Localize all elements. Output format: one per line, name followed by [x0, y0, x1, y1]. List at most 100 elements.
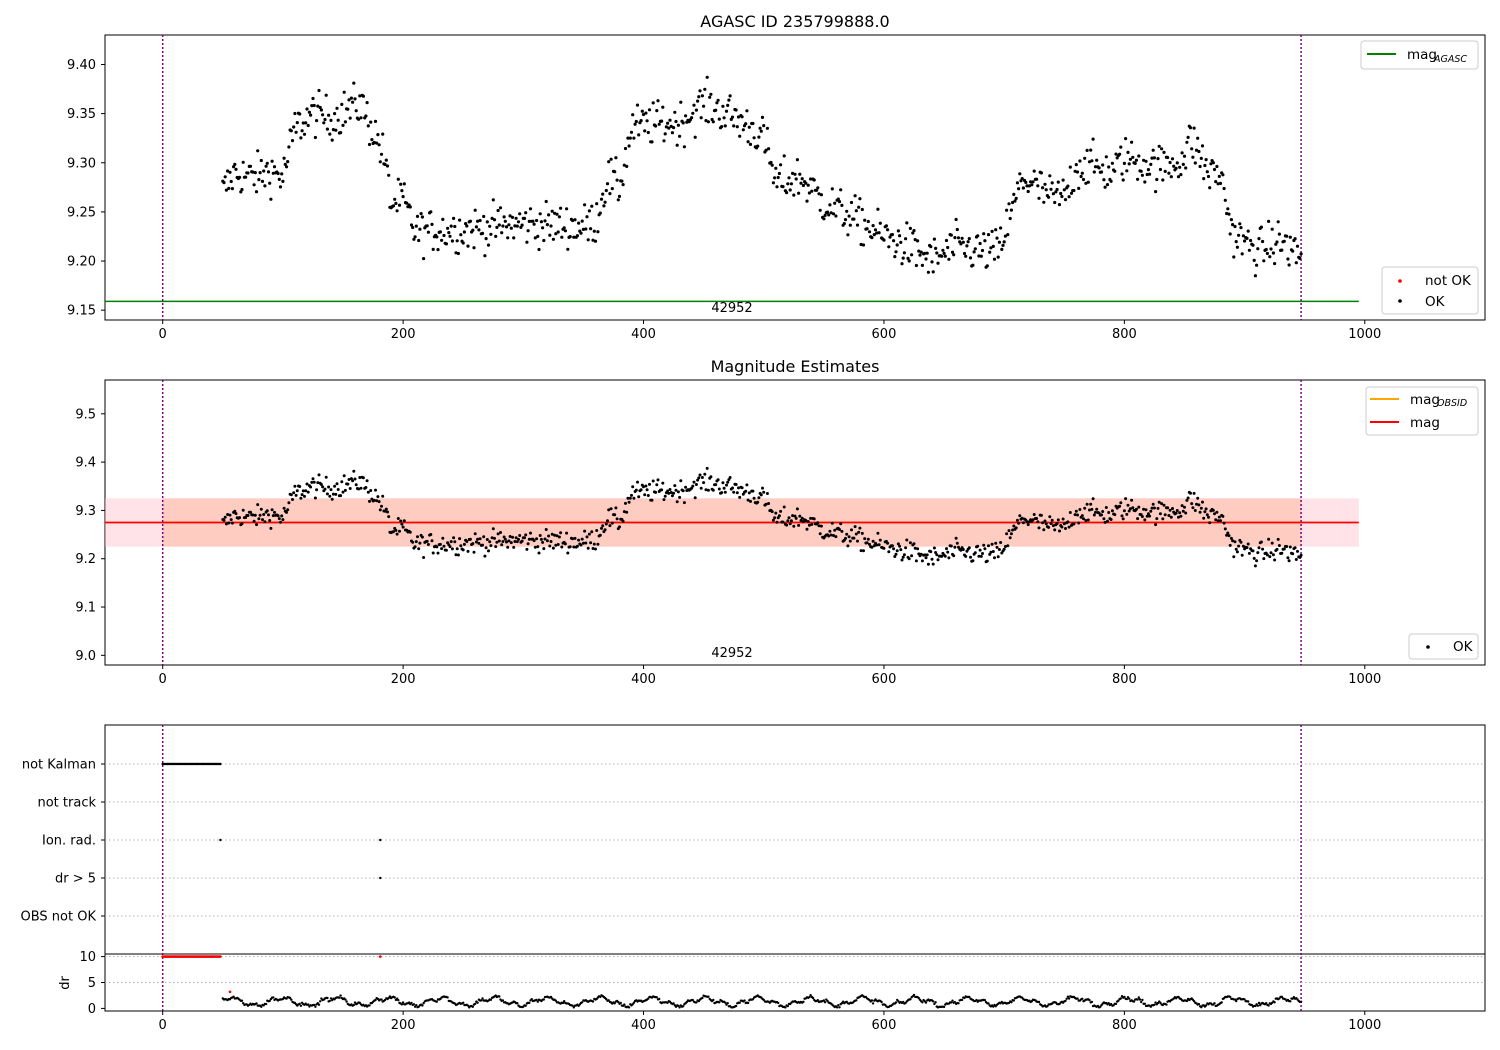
p2-ok-point [1197, 503, 1201, 507]
p1-ok-point [882, 238, 886, 242]
p2-ok-point [1080, 514, 1084, 518]
dr-point [1076, 997, 1079, 1000]
p2-ok-point [738, 495, 742, 499]
p2-ok-point [875, 543, 879, 547]
p2-ok-point [859, 549, 863, 553]
p2-ok-point [860, 531, 864, 535]
p1-ok-point [230, 187, 234, 191]
p1-ok-point [779, 163, 783, 167]
p1-ok-point [257, 178, 261, 182]
p1-ok-point [1162, 150, 1166, 154]
p2-ok-point [1009, 532, 1013, 536]
p2-ok-point [773, 516, 777, 520]
panel-magnitude-estimates: Magnitude Estimates 9.09.19.29.39.49.5 0… [75, 357, 1486, 687]
p2-ok-point [934, 551, 938, 554]
p2-ok-point [358, 476, 362, 479]
p2-ok-point [294, 493, 298, 497]
p2-ok-point [732, 490, 736, 494]
p2-ok-point [1294, 558, 1298, 561]
p1-ok-point [804, 181, 808, 185]
p1-ok-point [335, 106, 339, 110]
p1-ok-point [1158, 167, 1162, 172]
p1-ok-point [1047, 195, 1051, 199]
p1-ok-point [482, 214, 486, 219]
p2-ok-point [1058, 529, 1061, 533]
dr-point [401, 1001, 405, 1004]
p1-ok-point [563, 229, 568, 233]
dr-point [655, 996, 658, 999]
p2-ok-point [818, 532, 822, 536]
p1-ok-point [1241, 234, 1245, 238]
p1-ok-point [1017, 187, 1021, 191]
p2-ok-point [805, 527, 809, 531]
p2-ok-point [1020, 516, 1024, 520]
p1-ok-point [1176, 175, 1181, 179]
panel2-legend-bottom: OK [1408, 633, 1479, 660]
p2-xtick-label-800: 800 [1112, 672, 1137, 687]
dr-point [837, 1004, 840, 1007]
p1-ok-point [741, 128, 745, 132]
p1-ok-point [1124, 137, 1128, 141]
p2-ok-point [226, 513, 230, 516]
dr-point [701, 996, 704, 1000]
p2-ok-point [978, 548, 982, 552]
p2-ok-point [1287, 559, 1291, 563]
p2-ok-point [654, 490, 658, 494]
p1-ok-point [1007, 202, 1011, 206]
p1-ok-point [776, 175, 780, 180]
p1-ok-point [746, 140, 750, 144]
p2-ok-point [1124, 497, 1128, 501]
p1-ok-point [1154, 190, 1158, 194]
p2-ok-point [693, 496, 697, 500]
p1-ok-point [465, 224, 469, 228]
p2-ok-point [453, 540, 457, 544]
panel1-frame [104, 34, 1486, 321]
p1-ok-point [861, 243, 866, 247]
dr-point [1197, 1002, 1201, 1006]
p2-ok-point [234, 512, 238, 516]
p1-ok-point [365, 101, 369, 105]
p2-ok-point [1222, 521, 1226, 525]
p1-ok-point [1009, 208, 1014, 212]
p1-ytick-label-3: 9.30 [67, 156, 96, 171]
p2-ok-point [663, 494, 667, 498]
p2-ok-point [273, 510, 276, 514]
p2-ok-point [1130, 498, 1134, 502]
p2-ok-point [352, 469, 356, 473]
p1-ok-point [565, 207, 569, 211]
p2-ok-point [1261, 547, 1265, 551]
p2-ok-point [503, 537, 507, 541]
p1-ok-point [1186, 135, 1190, 139]
p2-ok-point [1257, 546, 1261, 550]
p2-xtick-label-200: 200 [391, 672, 416, 687]
p1-ok-point [1198, 164, 1202, 169]
p2-ok-point [554, 543, 558, 547]
p1-ok-point [640, 109, 644, 113]
p2-ok-point [914, 559, 918, 563]
p1-ok-point [898, 234, 902, 238]
p2-ok-point [863, 537, 867, 541]
dr-point [255, 1002, 258, 1005]
p2-ok-point [1091, 497, 1095, 501]
p2-ok-point [723, 490, 727, 494]
dr-point [313, 1003, 316, 1007]
p1-ok-point [782, 154, 786, 158]
p1-ok-point [573, 218, 577, 222]
p1-ok-point [444, 242, 448, 246]
p1-ok-point [986, 233, 991, 237]
p2-ok-point [1036, 520, 1040, 524]
p1-ok-point [1215, 164, 1219, 169]
p2-ok-point [627, 500, 631, 504]
p2-ok-point [481, 543, 484, 547]
p2-ok-point [348, 487, 352, 490]
p1-ok-point [792, 193, 796, 197]
p1-ok-point [1269, 247, 1273, 251]
dr-point [1137, 996, 1141, 999]
p1-ok-point [641, 112, 646, 117]
p1-ok-point [1067, 195, 1071, 199]
p2-ok-point [967, 546, 971, 550]
dr-point [591, 1000, 595, 1003]
p2-ok-point [1026, 523, 1030, 527]
p2-ok-point [764, 502, 768, 506]
